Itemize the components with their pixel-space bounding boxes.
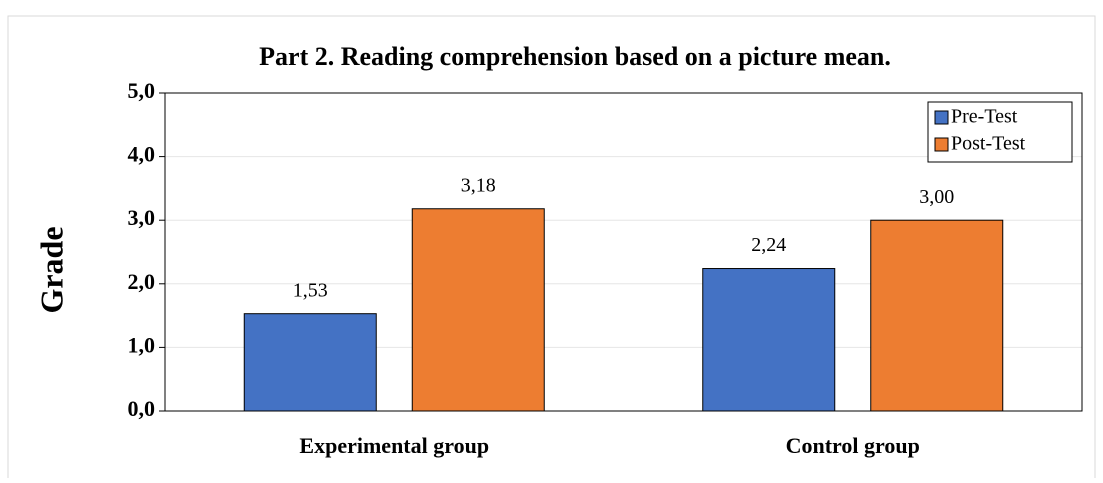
y-tick-label: 5,0 [128, 78, 156, 103]
chart-border [7, 15, 1096, 483]
y-tick-label: 2,0 [128, 269, 156, 294]
y-tick-label: 4,0 [128, 142, 156, 167]
plot-frame [164, 92, 1083, 412]
bar [702, 268, 836, 412]
bar [870, 219, 1004, 412]
legend-label: Pre-Test [951, 106, 1018, 128]
bar [243, 313, 377, 412]
legend-swatch [934, 137, 949, 152]
x-tick-label: Experimental group [299, 433, 489, 458]
y-tick-label: 1,0 [128, 332, 156, 357]
value-label: 2,24 [751, 234, 786, 256]
legend-box [927, 101, 1073, 163]
y-axis-label: Grade [33, 226, 69, 313]
value-label: 1,53 [293, 279, 328, 301]
chart-title: Part 2. Reading comprehension based on a… [259, 42, 891, 71]
y-tick-label: 3,0 [128, 205, 156, 230]
legend-swatch [934, 110, 949, 125]
legend-label: Post-Test [951, 133, 1026, 155]
x-tick-label: Control group [786, 433, 920, 458]
bar [411, 208, 545, 412]
y-tick-label: 0,0 [128, 396, 156, 421]
value-label: 3,18 [461, 174, 496, 196]
value-label: 3,00 [919, 186, 954, 208]
